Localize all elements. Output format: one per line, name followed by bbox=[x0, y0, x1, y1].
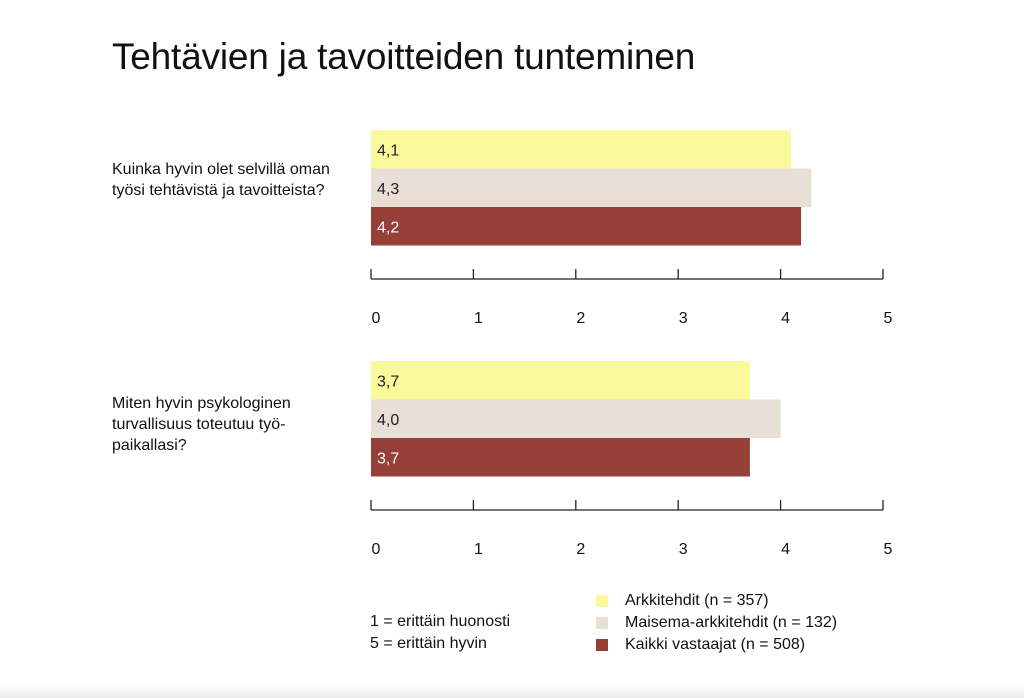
bottom-edge-shadow bbox=[0, 684, 1024, 698]
bar-q1-arkkitehdit bbox=[371, 130, 791, 169]
bar-value-label-q1-arkkitehdit: 4,1 bbox=[377, 142, 399, 159]
legend-swatch-kaikki-vastaajat bbox=[596, 639, 608, 651]
legend-swatch-arkkitehdit bbox=[596, 595, 608, 607]
bar-value-label-q2-maisema-arkkitehdit: 4,0 bbox=[377, 412, 399, 429]
bar-value-label-q2-arkkitehdit: 3,7 bbox=[377, 373, 399, 390]
legend-label-kaikki-vastaajat: Kaikki vastaajat (n = 508) bbox=[625, 636, 806, 653]
legend-swatch-maisema-arkkitehdit bbox=[596, 617, 608, 629]
x-tick-label-q2-1: 1 bbox=[474, 541, 483, 558]
bar-q1-maisema-arkkitehdit bbox=[371, 168, 812, 207]
x-tick-label-q2-5: 5 bbox=[884, 541, 893, 558]
x-tick-label-q2-0: 0 bbox=[372, 541, 381, 558]
x-tick-label-q1-4: 4 bbox=[781, 310, 790, 327]
bar-value-label-q2-kaikki-vastaajat: 3,7 bbox=[377, 450, 399, 467]
legend-item-maisema-arkkitehdit: Maisema-arkkitehdit (n = 132) bbox=[596, 612, 837, 634]
question-1-label: Kuinka hyvin olet selvillä oman työsi te… bbox=[112, 161, 330, 199]
chart-title: Tehtävien ja tavoitteiden tunteminen bbox=[112, 36, 696, 77]
x-tick-label-q1-2: 2 bbox=[576, 310, 585, 327]
bar-q2-arkkitehdit bbox=[371, 361, 750, 400]
legend-item-kaikki-vastaajat: Kaikki vastaajat (n = 508) bbox=[596, 634, 837, 656]
scale-note-high: 5 = erittäin hyvin bbox=[370, 635, 487, 652]
question-2-label: Miten hyvin psykologinen turvallisuus to… bbox=[112, 395, 291, 454]
scale-note-low: 1 = erittäin huonosti bbox=[370, 613, 511, 630]
x-tick-label-q1-3: 3 bbox=[679, 310, 688, 327]
legend: Arkkitehdit (n = 357) Maisema-arkkitehdi… bbox=[596, 590, 837, 656]
legend-label-maisema-arkkitehdit: Maisema-arkkitehdit (n = 132) bbox=[625, 614, 838, 631]
x-tick-label-q2-2: 2 bbox=[576, 541, 585, 558]
legend-label-arkkitehdit: Arkkitehdit (n = 357) bbox=[625, 592, 769, 609]
bar-value-label-q1-kaikki-vastaajat: 4,2 bbox=[377, 219, 399, 236]
bar-q2-kaikki-vastaajat bbox=[371, 438, 750, 477]
x-tick-label-q2-3: 3 bbox=[679, 541, 688, 558]
scale-note: 1 = erittäin huonosti 5 = erittäin hyvin bbox=[370, 611, 510, 655]
bar-q1-kaikki-vastaajat bbox=[371, 207, 802, 246]
x-tick-label-q2-4: 4 bbox=[781, 541, 790, 558]
bar-q2-maisema-arkkitehdit bbox=[371, 399, 781, 438]
bar-value-label-q1-maisema-arkkitehdit: 4,3 bbox=[377, 181, 399, 198]
x-tick-label-q1-0: 0 bbox=[372, 310, 381, 327]
legend-item-arkkitehdit: Arkkitehdit (n = 357) bbox=[596, 590, 837, 612]
x-tick-label-q1-5: 5 bbox=[884, 310, 893, 327]
x-tick-label-q1-1: 1 bbox=[474, 310, 483, 327]
